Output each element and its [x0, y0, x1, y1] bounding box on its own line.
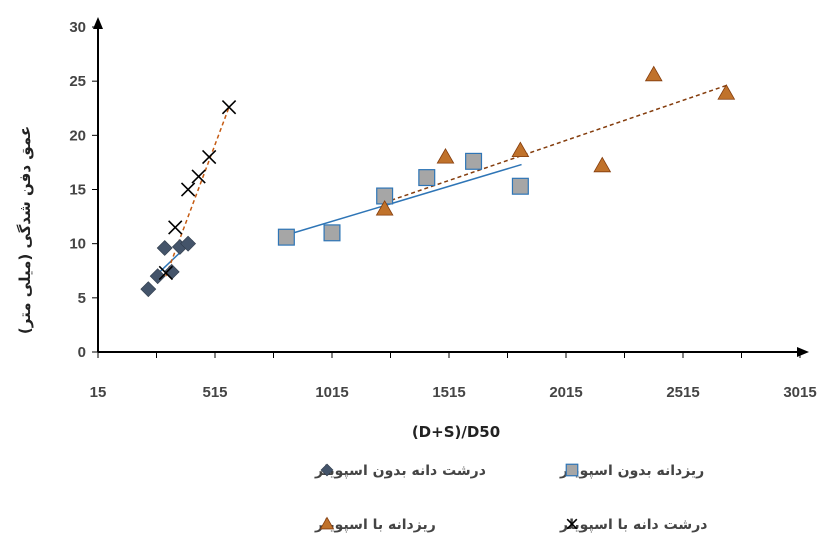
x-mark-stroke	[201, 149, 217, 165]
y-tick-label: 25	[69, 73, 86, 90]
data-point-triangle	[717, 84, 736, 100]
x-mark-stroke	[168, 220, 183, 235]
data-point-x	[168, 220, 183, 235]
data-point-x	[191, 169, 206, 184]
legend-triangle-icon	[319, 516, 335, 530]
y-axis-arrow-icon	[93, 17, 103, 29]
legend-diamond-icon	[320, 463, 334, 477]
trendlines	[152, 84, 727, 279]
trendline	[384, 84, 727, 204]
x-mark-stroke	[191, 169, 206, 184]
y-tick-label: 15	[69, 182, 86, 199]
data-point-diamond	[149, 268, 166, 285]
data-point-square	[323, 224, 341, 242]
x-tick-label: 515	[202, 384, 227, 401]
x-axis-title: (D+S)/D50	[412, 423, 500, 441]
data-markers	[140, 65, 736, 298]
x-tick-label: 2015	[549, 384, 582, 401]
x-mark-stroke	[180, 182, 196, 197]
data-point-triangle	[511, 141, 530, 158]
x-tick-label: 1515	[432, 384, 465, 401]
data-point-diamond	[180, 235, 197, 252]
legend-x-icon	[566, 518, 578, 530]
legend-label: درشت دانه با اسپویلر	[559, 517, 707, 533]
data-point-x	[158, 265, 174, 281]
x-mark-stroke	[221, 100, 237, 115]
y-tick-label: 5	[78, 290, 86, 307]
y-axis-title: عمق دفن شدگی (میلی متر)	[16, 126, 34, 334]
legend-item: ریزدانه بدون اسپویلر	[559, 463, 704, 479]
y-tick-label: 10	[69, 236, 86, 253]
data-point-diamond	[156, 240, 173, 256]
data-point-square	[511, 177, 529, 195]
legend-item: درشت دانه با اسپویلر	[559, 517, 707, 533]
legend-label: درشت دانه بدون اسپویلر	[314, 463, 486, 479]
legend-item: درشت دانه بدون اسپویلر	[314, 463, 486, 479]
x-tick-label: 2515	[666, 384, 699, 401]
data-point-diamond	[140, 281, 157, 298]
trendline	[286, 163, 522, 236]
data-point-square	[465, 152, 483, 170]
x-mark-stroke	[158, 265, 174, 281]
x-tick-label: 15	[90, 384, 107, 401]
data-point-triangle	[375, 199, 394, 216]
legend-label: ریزدانه بدون اسپویلر	[559, 463, 704, 479]
data-point-triangle	[593, 156, 612, 173]
legend: درشت دانه بدون اسپویلر ریزدانه بدون اسپوی…	[314, 463, 707, 533]
legend-item: ریزدانه با اسپویلر	[314, 516, 436, 533]
legend-label: ریزدانه با اسپویلر	[314, 517, 436, 533]
trendline	[165, 106, 230, 277]
y-tick-label: 0	[78, 344, 86, 361]
data-point-x	[201, 149, 217, 165]
x-axis-arrow-icon	[797, 347, 809, 357]
data-point-triangle	[436, 147, 455, 164]
x-tick-label: 3015	[783, 384, 816, 401]
data-point-x	[221, 100, 237, 115]
x-mark-stroke	[566, 518, 578, 530]
legend-square-icon	[565, 463, 579, 477]
data-point-x	[180, 182, 196, 197]
data-point-square	[418, 169, 436, 187]
y-tick-label: 20	[69, 127, 86, 144]
y-tick-label: 30	[69, 19, 86, 36]
data-point-triangle	[644, 65, 663, 82]
x-tick-label: 1015	[315, 384, 348, 401]
data-point-square	[277, 228, 295, 246]
